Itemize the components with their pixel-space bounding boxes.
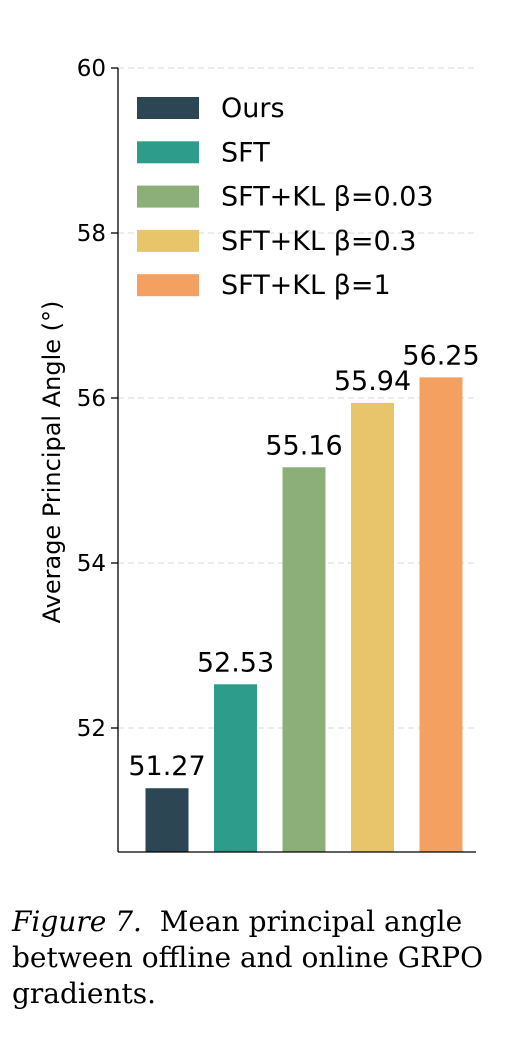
bars xyxy=(145,377,463,852)
legend-swatch xyxy=(137,141,199,164)
bar xyxy=(419,377,463,852)
bar xyxy=(351,402,394,852)
bar-data-label: 52.53 xyxy=(197,647,274,678)
legend-swatch xyxy=(137,274,199,297)
y-axis-title: Average Principal Angle (°) xyxy=(38,301,66,624)
legend-swatch xyxy=(137,97,199,119)
y-tick-label: 52 xyxy=(77,716,106,742)
caption-text: Mean principal angle between offline and… xyxy=(12,905,484,1010)
bar-data-label: 56.25 xyxy=(402,340,479,371)
legend-label: SFT+KL β=1 xyxy=(221,270,391,301)
y-tick-label: 58 xyxy=(77,221,106,247)
bar xyxy=(145,788,189,852)
y-tick-label: 54 xyxy=(77,551,106,577)
bar-data-label: 55.16 xyxy=(265,430,342,461)
y-tick-label: 60 xyxy=(77,56,106,82)
legend-label: SFT+KL β=0.03 xyxy=(221,182,434,213)
bar-data-label: 55.94 xyxy=(334,366,411,397)
legend-label: SFT+KL β=0.3 xyxy=(221,226,416,257)
legend-label: Ours xyxy=(221,93,285,124)
bar-data-label: 51.27 xyxy=(128,751,205,782)
legend: Ours SFT SFT+KL β=0.03 SFT+KL β=0.3 SFT+KL β… xyxy=(137,93,434,301)
legend-swatch xyxy=(137,229,199,252)
figure-caption: Figure 7. Mean principal angle between o… xyxy=(12,904,517,1012)
bar xyxy=(282,467,326,852)
bar xyxy=(214,684,257,852)
legend-swatch xyxy=(137,185,199,208)
axes xyxy=(117,68,476,853)
y-tick-label: 56 xyxy=(77,386,106,412)
y-ticks: 52 54 56 58 60 xyxy=(77,56,118,742)
figure-label: Figure 7. xyxy=(12,905,142,938)
legend-label: SFT xyxy=(221,137,270,168)
